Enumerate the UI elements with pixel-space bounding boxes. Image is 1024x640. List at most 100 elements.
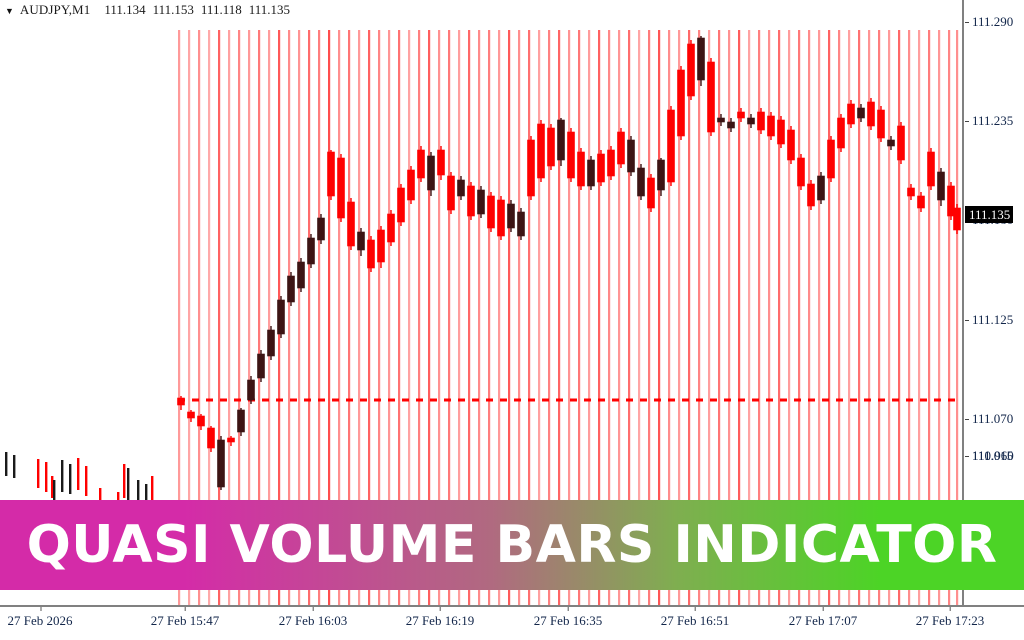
- candle-body-bullish: [677, 69, 685, 137]
- candle-body-bearish: [217, 439, 225, 488]
- candle-body-bearish: [857, 107, 865, 119]
- candle-body-bullish: [927, 151, 935, 187]
- candle-body-bullish: [567, 131, 575, 179]
- quasi-volume-bar: [638, 30, 641, 605]
- candle-body-bullish: [867, 101, 875, 127]
- candle-body-bearish: [477, 189, 485, 215]
- ohlc-open: 111.134: [104, 2, 146, 17]
- quasi-volume-bar: [898, 30, 901, 605]
- candle-body-bullish: [947, 185, 955, 217]
- promo-banner: QUASI VOLUME BARS INDICATOR: [0, 500, 1024, 590]
- price-tick-label: 111.235: [964, 113, 1014, 128]
- quasi-volume-bar: [398, 30, 401, 605]
- candle-body-bullish: [827, 139, 835, 179]
- quasi-volume-bar: [956, 30, 959, 605]
- quasi-volume-bar: [648, 30, 651, 605]
- price-bar: [69, 464, 72, 494]
- quasi-volume-bar: [348, 30, 351, 605]
- price-bar: [53, 480, 56, 503]
- price-tick-label: 111.070: [964, 411, 1014, 426]
- quasi-volume-bar: [478, 30, 481, 605]
- candle-body-bearish: [287, 275, 295, 303]
- candle-body-bullish: [497, 199, 505, 237]
- ohlc-values: 111.134 111.153 111.118 111.135: [104, 2, 290, 18]
- candle-body-bullish: [797, 157, 805, 187]
- candle-body-bullish: [647, 177, 655, 209]
- candle-body-bearish: [427, 155, 435, 191]
- time-tick-label: 27 Feb 16:51: [661, 607, 729, 629]
- quasi-volume-bar: [248, 30, 251, 605]
- quasi-volume-bar: [858, 30, 861, 605]
- time-axis[interactable]: 27 Feb 2026 27 Feb 15:47 27 Feb 16:03 27 Fe…: [0, 605, 1024, 640]
- quasi-volume-bars-group: [178, 30, 959, 605]
- quasi-volume-bar: [518, 30, 521, 605]
- ohlc-low: 111.118: [200, 2, 242, 17]
- quasi-volume-bar: [178, 30, 181, 605]
- candle-body-bullish: [207, 427, 215, 449]
- quasi-volume-bar: [508, 30, 511, 605]
- candle-body-bearish: [457, 179, 465, 197]
- tick-mark: [313, 607, 314, 611]
- candle-body-bearish: [887, 139, 895, 147]
- candle-body-bearish: [627, 139, 635, 173]
- candle-body-bearish: [357, 231, 365, 251]
- price-bar: [127, 468, 130, 502]
- candle-body-bearish: [717, 117, 725, 123]
- price-value: 111.125: [972, 312, 1014, 327]
- quasi-volume-bar: [458, 30, 461, 605]
- time-tick-label: 27 Feb 16:35: [534, 607, 602, 629]
- quasi-volume-bar: [228, 30, 231, 605]
- quasi-volume-bar: [598, 30, 601, 605]
- quasi-volume-bar: [788, 30, 791, 605]
- candle-body-bullish: [337, 157, 345, 219]
- quasi-volume-bar: [818, 30, 821, 605]
- candlestick-group: [177, 36, 961, 490]
- tick-mark: [440, 607, 441, 611]
- quasi-volume-bar: [378, 30, 381, 605]
- quasi-volume-bar: [568, 30, 571, 605]
- quasi-volume-bar: [488, 30, 491, 605]
- candle-body-bullish: [777, 119, 785, 145]
- candle-body-bullish: [367, 239, 375, 269]
- price-axis[interactable]: 111.290111.235111.180111.125111.070111.0…: [962, 0, 1024, 605]
- quasi-volume-bar: [408, 30, 411, 605]
- candle-body-bullish: [327, 151, 335, 197]
- quasi-volume-bar: [908, 30, 911, 605]
- quasi-volume-bar: [938, 30, 941, 605]
- candle-body-bearish: [747, 117, 755, 125]
- price-value: 111.235: [972, 113, 1014, 128]
- tick-mark: [965, 21, 969, 23]
- triangle-down-icon[interactable]: ▼: [5, 5, 14, 16]
- candle-body-bullish: [907, 187, 915, 197]
- candle-body-bullish: [897, 125, 905, 161]
- quasi-volume-bar: [428, 30, 431, 605]
- quasi-volume-bar: [358, 30, 361, 605]
- price-bar: [151, 476, 154, 506]
- quasi-volume-bar: [448, 30, 451, 605]
- candle-body-bullish: [467, 185, 475, 217]
- price-value: 111.070: [972, 411, 1014, 426]
- candle-body-bullish: [397, 187, 405, 223]
- candle-body-bullish: [807, 183, 815, 207]
- quasi-volume-bar: [318, 30, 321, 605]
- quasi-volume-bar: [688, 30, 691, 605]
- time-tick-label: 27 Feb 17:23: [916, 607, 984, 629]
- candle-body-bearish: [517, 211, 525, 237]
- quasi-volume-bar: [668, 30, 671, 605]
- quasi-volume-bar: [208, 30, 211, 605]
- candle-body-bearish: [317, 217, 325, 241]
- quasi-volume-bar: [808, 30, 811, 605]
- price-value: 111.015: [972, 448, 1014, 463]
- quasi-volume-bar: [748, 30, 751, 605]
- quasi-volume-bar: [828, 30, 831, 605]
- time-tick-label: 27 Feb 17:07: [789, 607, 857, 629]
- quasi-volume-bar: [308, 30, 311, 605]
- quasi-volume-bar: [738, 30, 741, 605]
- quasi-volume-bar: [298, 30, 301, 605]
- price-bar: [85, 466, 88, 496]
- price-bar: [13, 455, 16, 478]
- candle-body-bullish: [227, 437, 235, 443]
- candle-body-bullish: [577, 151, 585, 187]
- candle-body-bullish: [607, 149, 615, 177]
